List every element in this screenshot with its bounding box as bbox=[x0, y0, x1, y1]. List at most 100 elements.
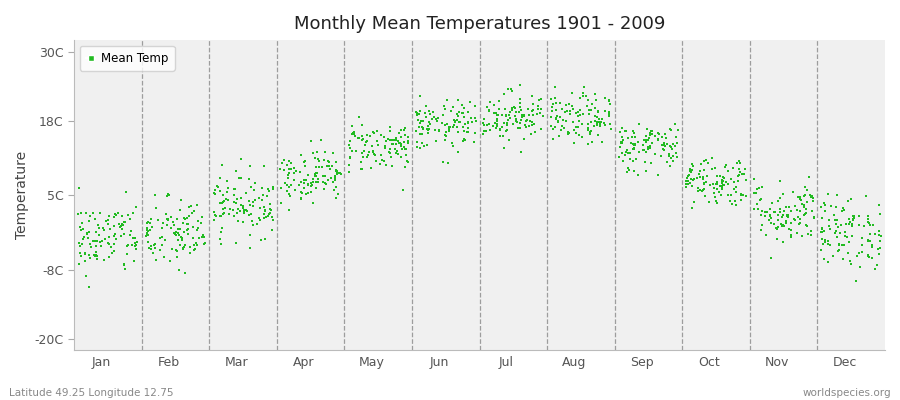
Point bbox=[598, 122, 612, 128]
Point bbox=[305, 199, 320, 206]
Point bbox=[252, 204, 266, 211]
Point bbox=[513, 104, 527, 110]
Point bbox=[697, 187, 711, 193]
Point bbox=[283, 192, 297, 199]
Point bbox=[331, 170, 346, 176]
Point bbox=[374, 131, 388, 138]
Point bbox=[624, 140, 638, 146]
Point bbox=[461, 125, 475, 131]
Point bbox=[409, 108, 423, 115]
Point bbox=[90, 222, 104, 228]
Point bbox=[324, 174, 338, 181]
Point bbox=[639, 148, 653, 155]
Point bbox=[655, 142, 670, 148]
Point bbox=[278, 180, 293, 186]
Point bbox=[102, 234, 116, 240]
Point bbox=[492, 125, 507, 132]
Point bbox=[216, 199, 230, 205]
Point bbox=[623, 150, 637, 156]
Point bbox=[572, 118, 586, 124]
Point bbox=[381, 136, 395, 142]
Point bbox=[427, 113, 441, 120]
Point bbox=[181, 204, 195, 210]
Point bbox=[476, 120, 491, 126]
Point bbox=[855, 249, 869, 256]
Point bbox=[99, 218, 113, 224]
Point bbox=[530, 106, 544, 112]
Point bbox=[76, 235, 91, 242]
Point bbox=[295, 190, 310, 196]
Point bbox=[228, 186, 242, 192]
Point bbox=[747, 176, 761, 182]
Point bbox=[118, 266, 132, 272]
Point bbox=[142, 227, 157, 233]
Point bbox=[493, 126, 508, 133]
Point bbox=[716, 178, 730, 184]
Point bbox=[693, 187, 707, 193]
Point bbox=[715, 185, 729, 191]
Point bbox=[621, 150, 635, 156]
Point bbox=[860, 238, 875, 244]
Point bbox=[88, 252, 103, 259]
Point bbox=[392, 139, 406, 146]
Point bbox=[666, 140, 680, 147]
Point bbox=[461, 119, 475, 125]
Point bbox=[806, 195, 820, 201]
Point bbox=[852, 222, 867, 228]
Point bbox=[864, 254, 878, 261]
Point bbox=[494, 124, 508, 130]
Point bbox=[508, 116, 523, 122]
Point bbox=[283, 190, 297, 197]
Point bbox=[503, 109, 517, 116]
Point bbox=[873, 245, 887, 251]
Point bbox=[620, 135, 634, 141]
Point bbox=[790, 230, 805, 236]
Point bbox=[773, 178, 788, 184]
Point bbox=[752, 184, 766, 191]
Point bbox=[129, 246, 143, 252]
Point bbox=[126, 210, 140, 216]
Point bbox=[117, 219, 131, 226]
Point bbox=[304, 189, 319, 195]
Point bbox=[385, 163, 400, 170]
Point bbox=[423, 120, 437, 127]
Point bbox=[721, 168, 735, 174]
Point bbox=[827, 217, 842, 223]
Point bbox=[413, 131, 428, 138]
Point bbox=[626, 146, 640, 152]
Point bbox=[183, 244, 197, 250]
Point bbox=[383, 128, 398, 134]
Point bbox=[479, 128, 493, 134]
Point bbox=[590, 114, 604, 120]
Point bbox=[687, 176, 701, 182]
Point bbox=[177, 242, 192, 248]
Point bbox=[477, 122, 491, 128]
Point bbox=[103, 240, 117, 247]
Point bbox=[806, 198, 820, 204]
Point bbox=[762, 212, 777, 219]
Point bbox=[729, 184, 743, 190]
Point bbox=[180, 220, 194, 227]
Point bbox=[400, 138, 415, 144]
Point bbox=[784, 234, 798, 240]
Point bbox=[534, 126, 548, 132]
Point bbox=[394, 146, 409, 152]
Point bbox=[410, 144, 425, 151]
Point bbox=[655, 134, 670, 140]
Point bbox=[615, 150, 629, 156]
Point bbox=[805, 194, 819, 200]
Point bbox=[81, 284, 95, 290]
Point bbox=[425, 116, 439, 123]
Point bbox=[360, 132, 374, 138]
Point bbox=[334, 170, 348, 177]
Point bbox=[657, 140, 671, 146]
Point bbox=[638, 137, 652, 143]
Point bbox=[87, 216, 102, 222]
Point bbox=[329, 167, 344, 174]
Point bbox=[572, 107, 587, 113]
Point bbox=[825, 252, 840, 259]
Point bbox=[641, 144, 655, 150]
Point bbox=[382, 136, 397, 143]
Point bbox=[265, 227, 279, 233]
Point bbox=[387, 136, 401, 143]
